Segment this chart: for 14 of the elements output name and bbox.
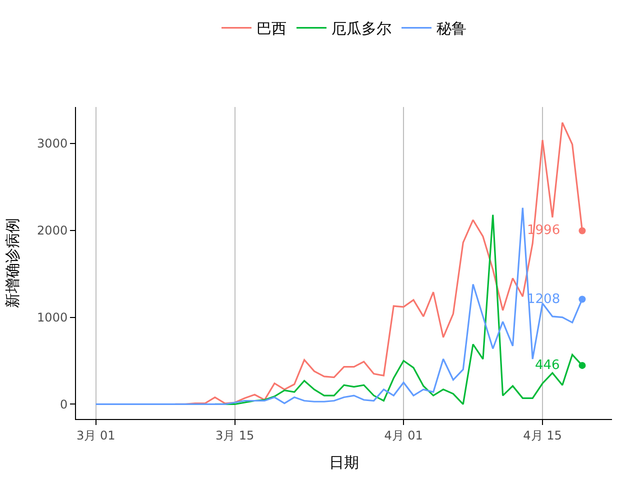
legend-label: 厄瓜多尔 — [332, 20, 392, 38]
x-tick-label: 3月 15 — [215, 428, 254, 442]
y-tick-label: 3000 — [37, 136, 68, 151]
x-tick-label: 3月 01 — [76, 428, 116, 442]
y-tick-label: 2000 — [37, 224, 68, 238]
x-axis-title: 日期 — [329, 453, 359, 472]
x-tick-label: 4月 15 — [523, 428, 562, 442]
legend-label: 秘鲁 — [436, 20, 466, 38]
data-label: 446 — [535, 358, 560, 373]
x-tick-label: 4月 01 — [384, 428, 423, 442]
y-tick-label: 1000 — [37, 310, 68, 325]
y-tick-label: 0 — [60, 397, 68, 412]
y-axis-title: 新增确诊病例 — [3, 218, 22, 308]
legend-label: 巴西 — [256, 20, 286, 38]
